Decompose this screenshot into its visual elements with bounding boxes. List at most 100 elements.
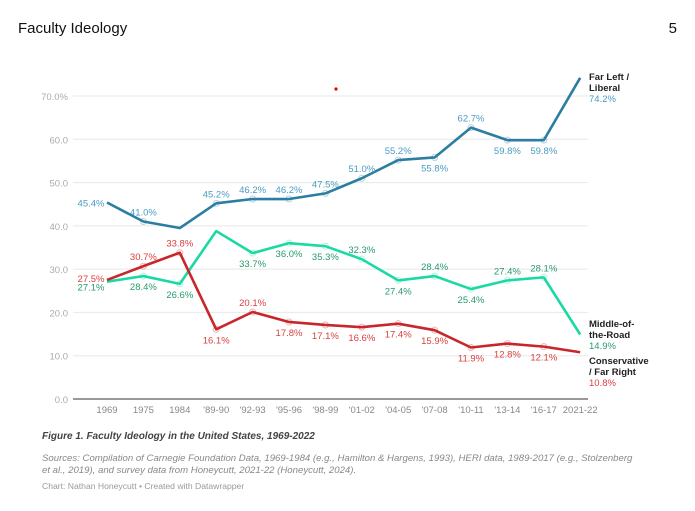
series-line bbox=[106, 251, 581, 354]
data-point bbox=[540, 136, 548, 144]
x-tick-label: '13-14 bbox=[494, 405, 520, 416]
data-point bbox=[394, 276, 402, 284]
series-name-label: the-Road bbox=[589, 330, 630, 341]
data-label: 20.1% bbox=[239, 298, 266, 309]
series-name-label: Conservative bbox=[589, 356, 649, 367]
data-label: 55.8% bbox=[421, 163, 448, 174]
data-point bbox=[212, 199, 220, 207]
data-point bbox=[503, 136, 511, 144]
y-tick-label: 10.0 bbox=[50, 352, 69, 363]
data-point bbox=[358, 323, 366, 331]
data-point bbox=[139, 272, 147, 280]
x-tick-label: '10-11 bbox=[458, 405, 483, 416]
data-label: 47.5% bbox=[312, 179, 339, 190]
data-point bbox=[431, 272, 439, 280]
data-label: 41.0% bbox=[130, 208, 157, 219]
y-tick-label: 20.0 bbox=[50, 308, 69, 319]
data-point bbox=[249, 195, 257, 203]
data-point bbox=[358, 174, 366, 182]
data-label: 26.6% bbox=[166, 290, 193, 301]
data-point bbox=[176, 249, 184, 257]
x-tick-label: '92-93 bbox=[240, 405, 266, 416]
data-label: 16.6% bbox=[348, 333, 375, 344]
data-label: 17.4% bbox=[385, 330, 412, 341]
series-line bbox=[106, 229, 582, 336]
data-label: 62.7% bbox=[458, 114, 485, 125]
data-label: 45.2% bbox=[203, 189, 230, 200]
x-tick-label: '89-90 bbox=[203, 405, 229, 416]
x-tick-label: 1969 bbox=[96, 405, 117, 416]
data-point bbox=[285, 318, 293, 326]
data-label: 28.1% bbox=[530, 263, 557, 274]
data-label: 46.2% bbox=[276, 185, 303, 196]
sources-note: Sources: Compilation of Carnegie Foundat… bbox=[42, 453, 633, 476]
data-point bbox=[321, 189, 329, 197]
data-point bbox=[176, 280, 184, 288]
data-label: 27.4% bbox=[494, 266, 521, 277]
series-end-value: 74.2% bbox=[589, 94, 616, 105]
data-label: 33.7% bbox=[239, 259, 266, 270]
data-label: 25.4% bbox=[458, 295, 485, 306]
page-number: 5 bbox=[668, 20, 677, 37]
series-name-label: Middle-of- bbox=[589, 319, 634, 330]
data-label: 17.1% bbox=[312, 331, 339, 342]
data-label: 28.4% bbox=[130, 282, 157, 293]
data-label: 16.1% bbox=[203, 335, 230, 346]
data-point bbox=[431, 326, 439, 334]
x-tick-label: '95-96 bbox=[276, 405, 302, 416]
data-point bbox=[139, 262, 147, 270]
data-point bbox=[467, 343, 475, 351]
series-name-label: Liberal bbox=[589, 83, 620, 94]
data-point bbox=[431, 153, 439, 161]
series-name-label: Far Left / bbox=[589, 72, 629, 83]
y-tick-label: 40.0 bbox=[50, 222, 69, 233]
x-tick-label: 1975 bbox=[133, 405, 154, 416]
x-tick-label: '16-17 bbox=[531, 405, 557, 416]
data-point bbox=[467, 285, 475, 293]
x-tick-label: 1984 bbox=[169, 405, 190, 416]
data-label: 32.3% bbox=[348, 245, 375, 256]
x-tick-label: '07-08 bbox=[422, 405, 448, 416]
data-label: 30.7% bbox=[130, 252, 157, 263]
data-label: 46.2% bbox=[239, 185, 266, 196]
data-label: 11.9% bbox=[458, 353, 485, 364]
data-label: 55.2% bbox=[385, 146, 412, 157]
data-point bbox=[503, 276, 511, 284]
data-label: 17.8% bbox=[276, 328, 303, 339]
data-label: 12.8% bbox=[494, 350, 521, 361]
x-tick-label: '04-05 bbox=[385, 405, 411, 416]
series-end-value: 14.9% bbox=[589, 341, 616, 352]
series-name-label: / Far Right bbox=[589, 367, 637, 378]
data-label: 27.4% bbox=[385, 286, 412, 297]
data-point bbox=[285, 239, 293, 247]
data-point bbox=[540, 273, 548, 281]
data-label: 12.1% bbox=[530, 353, 557, 364]
x-tick-label: '01-02 bbox=[349, 405, 375, 416]
data-point bbox=[358, 255, 366, 263]
data-label: 59.8% bbox=[530, 146, 557, 157]
data-point bbox=[249, 249, 257, 257]
stray-red-dot bbox=[334, 87, 338, 91]
y-tick-label: 30.0 bbox=[50, 265, 69, 276]
data-label: 51.0% bbox=[348, 164, 375, 175]
data-point bbox=[249, 308, 257, 316]
x-tick-label: 2021-22 bbox=[563, 405, 598, 416]
data-label: 33.8% bbox=[166, 239, 193, 250]
chart-credit: Chart: Nathan Honeycutt • Created with D… bbox=[42, 481, 245, 491]
series-end-value: 10.8% bbox=[589, 378, 616, 389]
data-label: 45.4% bbox=[78, 198, 105, 209]
series-line bbox=[106, 77, 582, 230]
x-tick-label: '98-99 bbox=[312, 405, 338, 416]
y-tick-label: 50.0 bbox=[50, 179, 69, 190]
y-tick-label: 60.0 bbox=[50, 135, 69, 146]
line-chart: 0.0 10.0 20.0 30.0 40.0 50.0 60.0 70.0% 1969 1975… bbox=[41, 72, 649, 416]
data-point bbox=[212, 325, 220, 333]
data-label: 27.1% bbox=[78, 283, 105, 294]
data-point bbox=[540, 343, 548, 351]
data-point bbox=[139, 218, 147, 226]
data-label: 27.5% bbox=[78, 274, 105, 285]
page-title: Faculty Ideology bbox=[18, 20, 128, 37]
data-label: 59.8% bbox=[494, 146, 521, 157]
data-label: 15.9% bbox=[421, 336, 448, 347]
